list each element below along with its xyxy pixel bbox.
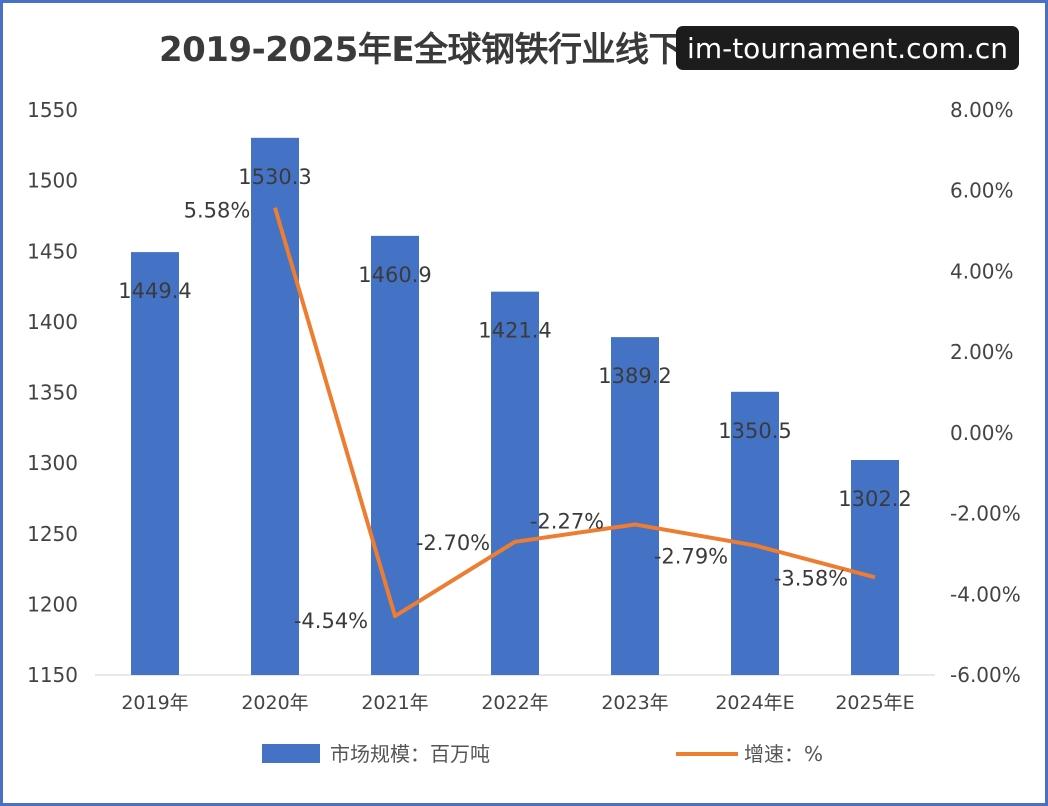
bar-data-label: 1530.3 xyxy=(238,165,311,189)
bar-data-label: 1449.4 xyxy=(118,279,191,303)
y-right-tick-label: 2.00% xyxy=(950,340,1014,364)
bar-series xyxy=(131,137,899,676)
line-series xyxy=(273,207,876,619)
line-data-label: -2.79% xyxy=(654,544,728,568)
bar xyxy=(251,137,299,676)
y-left-tick-label: 1450 xyxy=(27,239,78,263)
watermark-badge: im-tournament.com.cn xyxy=(676,26,1019,70)
bar-data-label: 1460.9 xyxy=(358,263,431,287)
y-left-tick-label: 1250 xyxy=(27,522,78,546)
line-data-label: -2.70% xyxy=(416,531,490,555)
bar-data-labels: 1449.4 1530.3 1460.9 1421.4 1389.2 1350.5 1302… xyxy=(118,165,911,511)
bar xyxy=(851,460,899,675)
legend: 市场规模：百万吨 增速：% xyxy=(262,742,823,766)
bar xyxy=(611,337,659,675)
y-left-tick-label: 1150 xyxy=(27,663,78,687)
y-left-tick-label: 1200 xyxy=(27,592,78,616)
x-axis: 2019年 2020年 2021年 2022年 2023年 2024年E 2025年E xyxy=(121,692,914,714)
legend-label-bar: 市场规模：百万吨 xyxy=(330,742,490,766)
bar xyxy=(371,235,419,675)
bar-data-label: 1350.5 xyxy=(718,419,791,443)
y-left-tick-label: 1400 xyxy=(27,310,78,334)
bar xyxy=(131,252,179,675)
y-right-tick-label: -6.00% xyxy=(950,663,1021,687)
growth-line xyxy=(273,207,876,619)
y-right-tick-label: 4.00% xyxy=(950,259,1014,283)
y-axis-left: 1150 1200 1250 1300 1350 1400 1450 1500 1550 xyxy=(27,98,78,687)
x-tick-label: 2020年 xyxy=(241,692,308,714)
y-left-tick-label: 1300 xyxy=(27,451,78,475)
bar xyxy=(491,291,539,675)
y-left-tick-label: 1350 xyxy=(27,381,78,405)
legend-label-line: 增速：% xyxy=(744,742,823,766)
line-data-label: -4.54% xyxy=(294,609,368,633)
legend-swatch-bar xyxy=(262,744,320,763)
y-right-tick-label: -2.00% xyxy=(950,502,1021,526)
bar-data-label: 1389.2 xyxy=(598,364,671,388)
y-left-tick-label: 1550 xyxy=(27,98,78,122)
x-tick-label: 2022年 xyxy=(481,692,548,714)
line-data-labels: 5.58% -4.54% -2.70% -2.27% -2.79% -3.58% xyxy=(184,199,849,633)
x-tick-label: 2024年E xyxy=(715,692,794,714)
x-tick-label: 2023年 xyxy=(601,692,668,714)
line-data-label: -3.58% xyxy=(774,566,848,590)
y-right-tick-label: 0.00% xyxy=(950,421,1014,445)
y-right-tick-label: 6.00% xyxy=(950,179,1014,203)
y-right-tick-label: 8.00% xyxy=(950,98,1014,122)
line-data-label: -2.27% xyxy=(530,509,604,533)
x-tick-label: 2021年 xyxy=(361,692,428,714)
x-tick-label: 2025年E xyxy=(835,692,914,714)
bar-data-label: 1421.4 xyxy=(478,319,551,343)
line-data-label: 5.58% xyxy=(184,199,251,223)
bar xyxy=(731,391,779,675)
y-axis-right: -6.00% -4.00% -2.00% 0.00% 2.00% 4.00% 6.00% 8.… xyxy=(950,98,1021,687)
y-right-tick-label: -4.00% xyxy=(950,582,1021,606)
bar-data-label: 1302.2 xyxy=(838,487,911,511)
x-tick-label: 2019年 xyxy=(121,692,188,714)
y-left-tick-label: 1500 xyxy=(27,169,78,193)
